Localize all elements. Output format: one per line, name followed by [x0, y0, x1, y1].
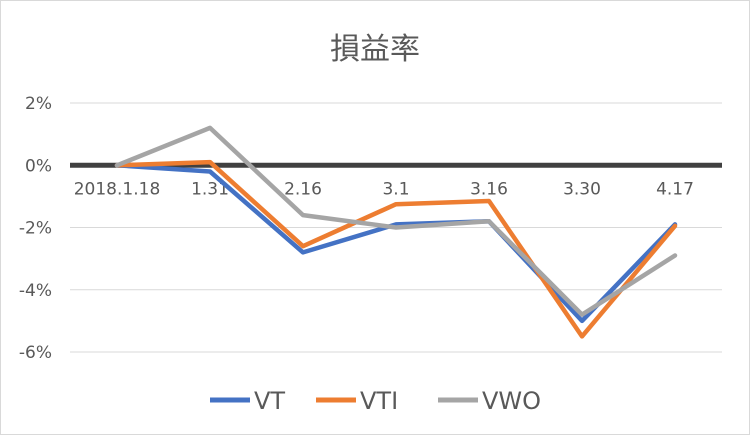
- series-line-vt: [114, 163, 678, 324]
- x-tick-label: 2.16: [284, 179, 322, 199]
- legend-label-vt: VT: [254, 387, 285, 415]
- legend-label-vti: VTI: [360, 387, 398, 415]
- legend-label-vwo: VWO: [482, 387, 541, 415]
- x-tick-label: 4.17: [656, 179, 694, 199]
- x-axis-tick-labels: 2018.1.18 1.31 2.16 3.1 3.16 3.30 4.17: [74, 179, 694, 199]
- x-tick-label: 3.30: [563, 179, 601, 199]
- y-tick-label: -4%: [19, 281, 52, 301]
- y-tick-label: 0%: [25, 156, 52, 176]
- y-tick-label: -2%: [19, 219, 52, 239]
- series-line-vwo: [114, 125, 678, 317]
- series-line-vti: [114, 159, 678, 339]
- y-axis-tick-labels: 2% 0% -2% -4% -6%: [19, 94, 52, 363]
- y-tick-label: 2%: [25, 94, 52, 114]
- legend: VT VTI VWO: [210, 387, 541, 415]
- x-tick-label: 2018.1.18: [74, 179, 161, 199]
- x-tick-label: 1.31: [191, 179, 229, 199]
- chart-title: 損益率: [330, 32, 420, 67]
- series-lines: [114, 125, 678, 339]
- x-tick-label: 3.16: [470, 179, 508, 199]
- x-tick-label: 3.1: [382, 179, 409, 199]
- y-tick-label: -6%: [19, 343, 52, 363]
